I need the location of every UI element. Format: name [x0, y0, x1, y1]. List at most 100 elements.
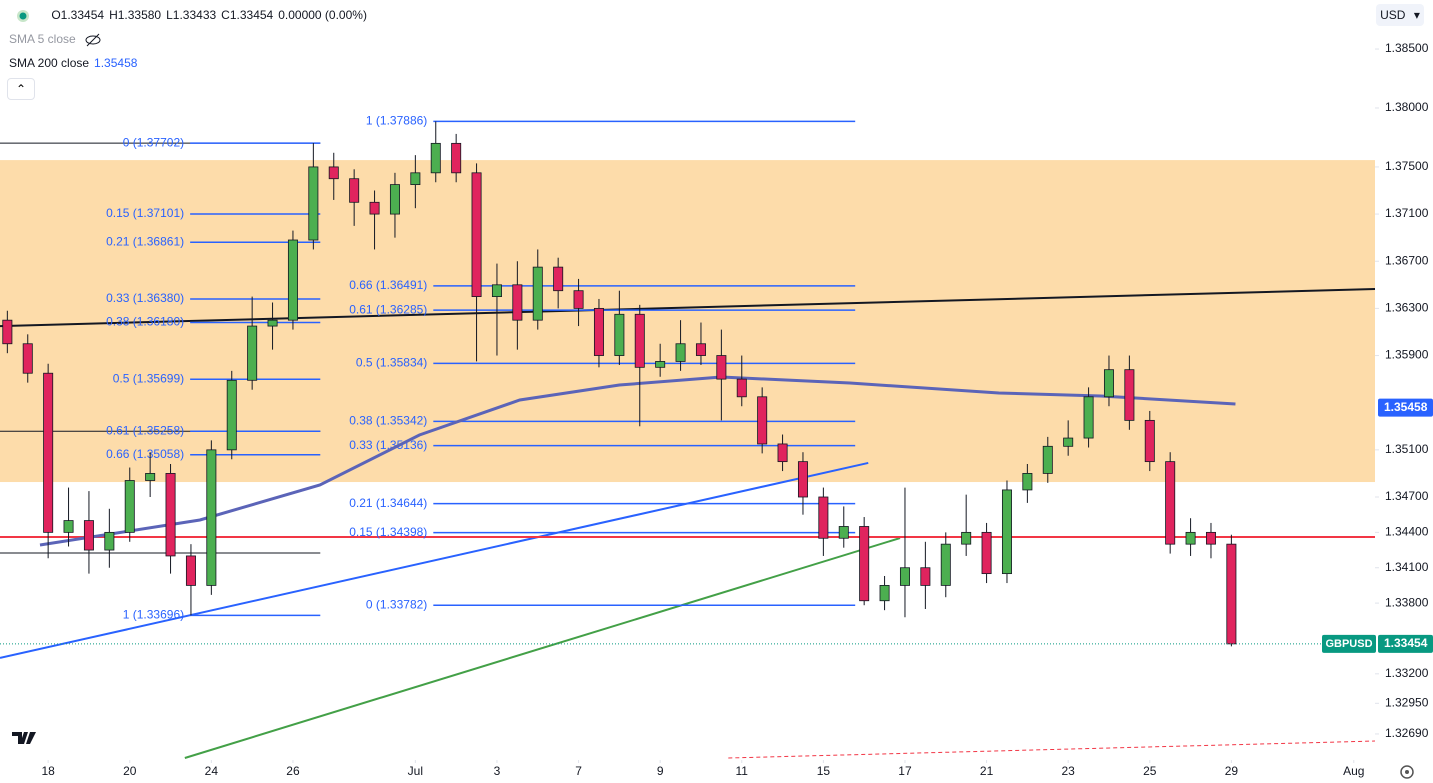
- candle-body: [593, 307, 604, 356]
- symbol-tag: [1322, 634, 1376, 653]
- indicator-name: SMA 200 close: [9, 56, 90, 70]
- candle-body: [267, 319, 278, 327]
- fib-label: 1 (1.33696): [123, 608, 184, 622]
- candle-body: [512, 284, 523, 321]
- candle-body: [879, 585, 890, 602]
- fib-label: 0.61 (1.36285): [349, 302, 427, 316]
- plot-area: 0 (1.37702) 0.15 (1.37101) 0.21 (1.36861) 0…: [0, 114, 1376, 759]
- candle-body: [1124, 369, 1135, 421]
- candle-body: [43, 372, 54, 533]
- candle-body: [22, 343, 33, 374]
- trend-line: [0, 288, 1376, 328]
- currency: USD: [1380, 8, 1406, 22]
- fib-label: 0.61 (1.35258): [106, 423, 184, 437]
- candle-body: [2, 319, 13, 345]
- x-tick-label: 17: [898, 764, 912, 778]
- x-tick-label: 9: [657, 764, 664, 778]
- candle-body: [104, 531, 115, 551]
- candle-body: [940, 543, 951, 586]
- candle-body: [695, 343, 706, 356]
- x-tick-label: 24: [205, 764, 219, 778]
- close: C1.33454: [221, 8, 274, 22]
- x-tick-label: 18: [41, 764, 55, 778]
- y-tick-label: 1.35900: [1385, 348, 1429, 362]
- x-tick-label: 26: [286, 764, 300, 778]
- fib-label: 0.15 (1.34398): [349, 525, 427, 539]
- candle-body: [655, 361, 666, 368]
- candle-body: [410, 172, 421, 186]
- fib-label: 0.66 (1.36491): [349, 278, 427, 292]
- candle-body: [757, 396, 768, 445]
- candle-body: [1165, 461, 1176, 545]
- candle-body: [308, 166, 319, 241]
- fib-label: 0 (1.37702): [123, 135, 184, 149]
- dashed-line: [728, 740, 1376, 759]
- x-tick-label: 29: [1225, 764, 1239, 778]
- candle-body: [818, 496, 829, 539]
- y-tick-label: 1.36700: [1385, 253, 1429, 267]
- candle-body: [206, 449, 217, 586]
- price-tag-label: 1.33454: [1384, 636, 1428, 650]
- x-tick-label: 25: [1143, 764, 1157, 778]
- candle-body: [1226, 543, 1237, 645]
- candle-body: [1083, 396, 1094, 439]
- hidden-icon[interactable]: [84, 33, 102, 47]
- price-tag: [1378, 634, 1433, 653]
- symbol-tag-label: GBPUSD: [1325, 638, 1372, 650]
- candle-body: [1022, 473, 1033, 491]
- candle-body: [226, 379, 237, 451]
- fib-label: 1 (1.37886): [366, 114, 427, 128]
- fib-label: 0.21 (1.34644): [349, 496, 427, 510]
- change: 0.00000 (0.00%): [278, 8, 367, 22]
- candle-body: [369, 201, 380, 215]
- candle-body: [716, 355, 727, 380]
- fib-label: 0.33 (1.36380): [106, 291, 184, 305]
- tv-logo: [12, 732, 36, 744]
- candle-body: [328, 166, 339, 180]
- x-tick-label: 3: [494, 764, 501, 778]
- candle-body: [491, 284, 502, 297]
- candle-body: [471, 172, 482, 297]
- candle-body: [532, 266, 543, 321]
- candle-body: [899, 567, 910, 586]
- y-tick-label: 1.36300: [1385, 301, 1429, 315]
- status-dot: [17, 9, 29, 22]
- y-tick-label: 1.35100: [1385, 442, 1429, 456]
- candle-body: [675, 343, 686, 362]
- candle-body: [920, 567, 931, 586]
- y-tick-label: 1.38000: [1385, 100, 1429, 114]
- sma-line: [39, 375, 1236, 547]
- indicator-name: SMA 5 close: [9, 32, 76, 46]
- fib-label: 0.5 (1.35699): [113, 371, 184, 385]
- high: H1.33580: [109, 8, 162, 22]
- x-tick-label: Jul: [408, 764, 423, 778]
- y-tick-label: 1.33800: [1385, 595, 1429, 609]
- candle-body: [736, 378, 747, 398]
- fib-label: 0.21 (1.36861): [106, 234, 184, 248]
- candle-body: [573, 290, 584, 309]
- candle-body: [859, 526, 870, 602]
- candle-body: [145, 473, 156, 481]
- candle-body: [1185, 531, 1196, 545]
- candle-body: [287, 239, 298, 321]
- candle-body: [1042, 445, 1053, 474]
- indicator-sma200[interactable]: SMA 200 close 1.35458: [9, 56, 142, 70]
- candle-body: [838, 526, 849, 539]
- collapse-button[interactable]: ⌃: [7, 78, 35, 100]
- indicator-value: 1.35458: [94, 56, 138, 70]
- y-tick-label: 1.37100: [1385, 206, 1429, 220]
- x-tick-label: Aug: [1343, 764, 1364, 778]
- candle-body: [614, 313, 625, 356]
- x-tick-label: 23: [1061, 764, 1075, 778]
- sma-tag-label: 1.35458: [1384, 400, 1428, 414]
- currency-button[interactable]: USD ▾: [1376, 4, 1424, 26]
- settings-icon[interactable]: [1400, 765, 1414, 779]
- fib-label: 0.15 (1.37101): [106, 206, 184, 220]
- indicator-sma5[interactable]: SMA 5 close: [9, 32, 102, 47]
- x-tick-label: 7: [575, 764, 582, 778]
- fib-label: 0 (1.33782): [366, 597, 427, 611]
- candle-body: [777, 443, 788, 463]
- candle-body: [1205, 531, 1216, 545]
